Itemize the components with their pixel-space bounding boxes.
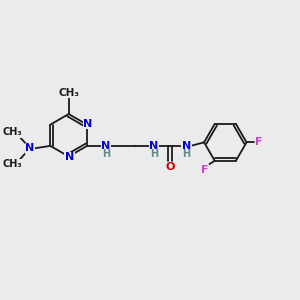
- Text: N: N: [83, 119, 93, 129]
- Text: H: H: [102, 149, 110, 159]
- Text: N: N: [25, 143, 34, 153]
- Text: F: F: [255, 137, 263, 147]
- Text: CH₃: CH₃: [58, 88, 79, 98]
- Text: CH₃: CH₃: [2, 127, 22, 137]
- Text: CH₃: CH₃: [2, 159, 22, 169]
- Text: H: H: [150, 149, 158, 159]
- Text: H: H: [182, 149, 190, 159]
- Text: F: F: [201, 165, 209, 175]
- Text: N: N: [65, 152, 74, 162]
- Text: O: O: [166, 162, 175, 172]
- Text: N: N: [101, 141, 111, 151]
- Text: N: N: [182, 141, 191, 151]
- Text: N: N: [149, 141, 159, 151]
